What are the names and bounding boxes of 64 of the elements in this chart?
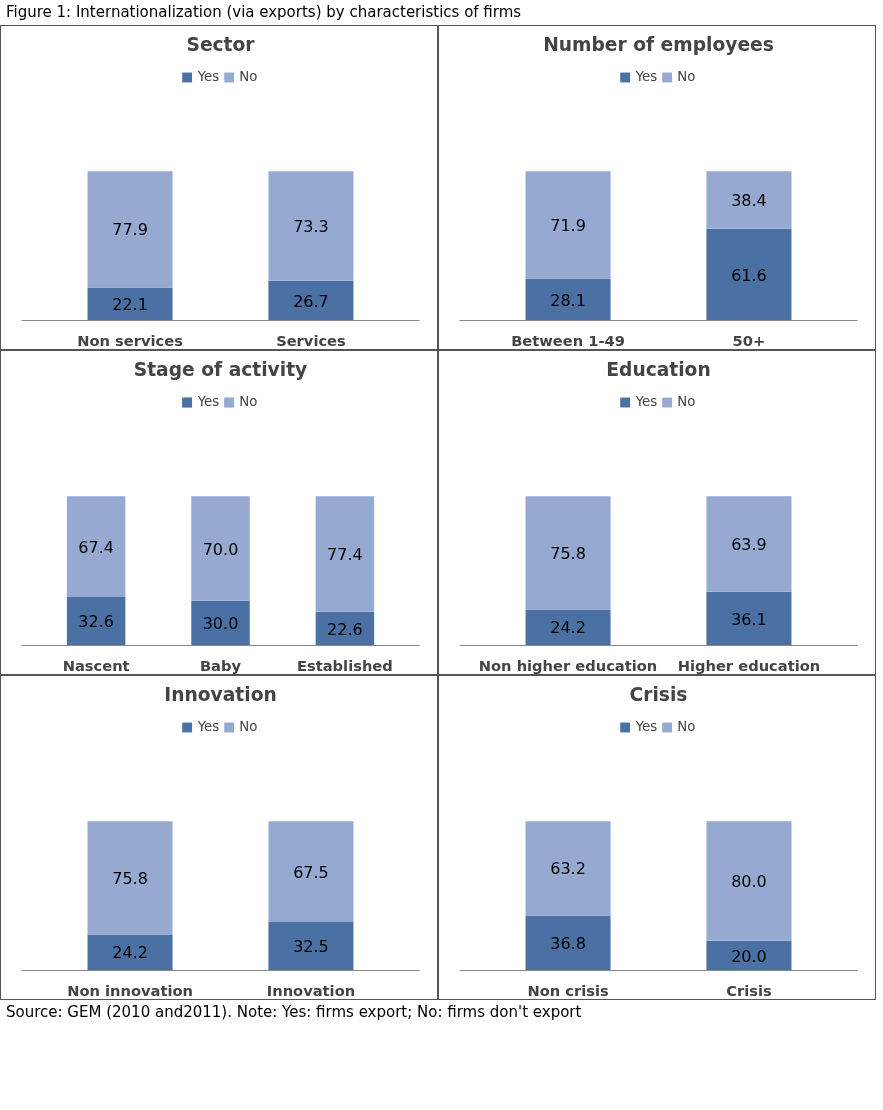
bar: [191, 496, 250, 602]
data-label: 20.0: [731, 947, 767, 967]
data-label: 24.2: [550, 618, 586, 638]
x-tick-label: Crisis: [726, 981, 772, 999]
x-tick-label: 50+: [732, 331, 766, 349]
data-label: 36.8: [550, 934, 586, 954]
legend-label: No: [239, 719, 259, 735]
data-label: 63.2: [550, 859, 586, 879]
x-tick-label: Non services: [77, 331, 184, 349]
bar: [315, 496, 375, 613]
chart-title: Education: [606, 358, 711, 380]
bar: [66, 496, 126, 598]
chart-title: Innovation: [164, 683, 277, 705]
data-label: 22.1: [112, 295, 148, 315]
data-label: 75.8: [550, 544, 586, 564]
chart-title: Sector: [186, 33, 256, 55]
legend-label: Yes: [197, 719, 220, 735]
x-tick-label: Non crisis: [527, 981, 609, 999]
x-tick-label: Non higher education: [478, 656, 658, 674]
data-label: 38.4: [731, 191, 767, 211]
data-label: 75.8: [112, 869, 148, 889]
chart-title: Number of employees: [543, 33, 774, 55]
data-label: 22.6: [327, 620, 363, 640]
x-tick-label: Innovation: [266, 981, 356, 999]
data-label: 67.4: [78, 538, 114, 558]
data-label: 80.0: [731, 872, 767, 892]
data-label: 77.4: [327, 545, 363, 565]
x-tick-label: Between 1-49: [511, 331, 625, 349]
chart-title: Stage of activity: [133, 358, 308, 380]
legend-label: Yes: [635, 69, 658, 85]
legend-label: No: [677, 394, 697, 410]
x-tick-label: Services: [276, 331, 347, 349]
legend-label: No: [677, 719, 697, 735]
x-tick-label: Baby: [199, 656, 242, 674]
data-label: 70.0: [202, 539, 239, 559]
data-label: 26.7: [293, 292, 329, 312]
x-tick-label: Nascent: [62, 656, 130, 674]
data-label: 32.6: [78, 612, 114, 632]
legend-label: Yes: [197, 394, 220, 410]
data-label: 71.9: [550, 216, 586, 236]
legend-label: Yes: [635, 394, 658, 410]
data-label: 63.9: [731, 535, 767, 555]
x-tick-label: Non innovation: [67, 981, 193, 999]
legend-label: No: [239, 394, 259, 410]
source-note: Source: GEM (2010 and2011). Note: Yes: firms export; No: firms don't export: [6, 1002, 582, 1024]
data-label: 61.6: [731, 265, 767, 285]
data-label: 77.9: [112, 220, 148, 240]
chart-title: Crisis: [629, 683, 688, 705]
data-label: 32.5: [293, 937, 329, 957]
data-label: 73.3: [293, 217, 329, 237]
data-label: 24.2: [112, 943, 148, 963]
legend-label: No: [677, 69, 697, 85]
legend-label: Yes: [197, 69, 220, 85]
legend-label: No: [239, 69, 259, 85]
data-label: 28.1: [550, 290, 586, 310]
bar: [191, 601, 250, 646]
bar: [66, 597, 126, 646]
legend-label: Yes: [635, 719, 658, 735]
data-label: 30.0: [202, 614, 239, 634]
data-label: 36.1: [731, 610, 767, 629]
x-tick-label: Higher education: [677, 656, 821, 674]
data-label: 67.5: [293, 863, 329, 883]
caption: Figure 1: Internationalization (via exports) by characteristics of firms: [6, 2, 522, 23]
x-tick-label: Established: [297, 656, 393, 674]
